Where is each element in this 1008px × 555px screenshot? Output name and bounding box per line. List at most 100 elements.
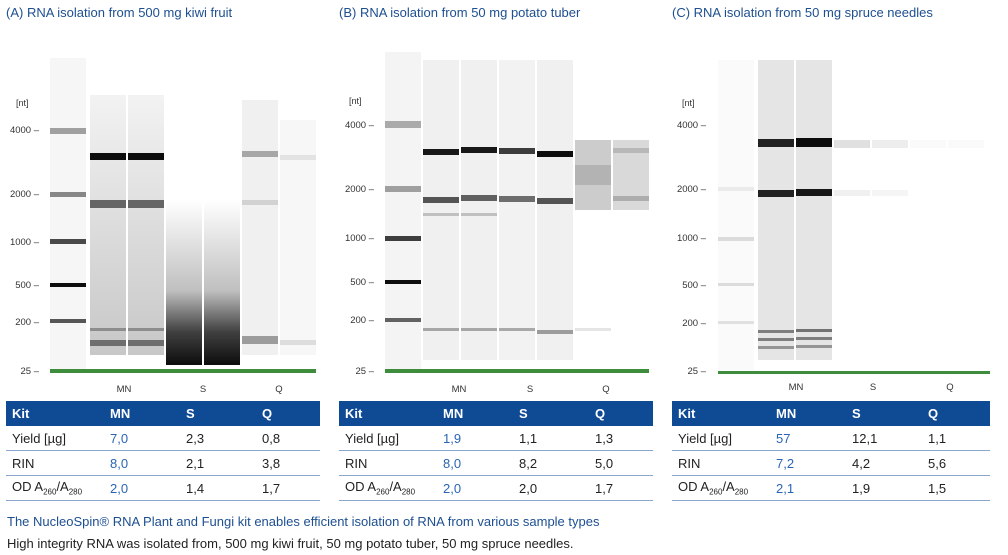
group-label: S <box>527 384 533 395</box>
marker-label: 1000 – <box>677 233 707 244</box>
unit-label: [nt] <box>16 98 29 108</box>
panel-spruce: (C) RNA isolation from 50 mg spruce need… <box>672 0 1002 505</box>
lane-mn-2 <box>796 60 832 360</box>
panel-title: (C) RNA isolation from 50 mg spruce need… <box>672 5 933 20</box>
cell-s: 2,0 <box>513 475 589 501</box>
row-label: Yield [µg] <box>6 426 104 451</box>
cell-mn: 2,1 <box>770 475 846 501</box>
results-table: Kit MN S Q Yield [µg] 1,9 1,1 1,3 RIN 8,… <box>339 401 653 501</box>
lane-q-1 <box>575 140 611 331</box>
header-s: S <box>846 401 922 426</box>
lane-q-2 <box>948 140 984 148</box>
unit-label: [nt] <box>349 96 362 106</box>
marker-label: 25 – <box>688 366 707 377</box>
panel-title: (A) RNA isolation from 500 mg kiwi fruit <box>6 5 233 20</box>
row-label: RIN <box>672 450 770 476</box>
marker-label: 2000 – <box>677 184 707 195</box>
marker-label: 1000 – <box>345 233 375 244</box>
marker-label: 500 – <box>350 277 374 288</box>
baseline-marker <box>718 371 990 374</box>
header-kit: Kit <box>672 401 770 426</box>
marker-label: 200 – <box>15 317 39 328</box>
header-kit: Kit <box>6 401 104 426</box>
lane-mn-2 <box>461 60 497 360</box>
gel-image: [nt] 4000 – 2000 – 1000 – 500 – 200 – 25… <box>10 58 316 395</box>
marker-label: 500 – <box>15 280 39 291</box>
group-label: S <box>870 382 876 393</box>
cell-q: 0,8 <box>256 426 320 451</box>
row-label: RIN <box>6 450 104 476</box>
cell-mn: 7,2 <box>770 450 846 476</box>
cell-q: 1,1 <box>922 426 990 451</box>
gel-image: [nt] 4000 – 2000 – 1000 – 500 – 200 – 25… <box>345 52 649 395</box>
marker-label: 2000 – <box>10 189 40 200</box>
row-label: Yield [µg] <box>339 426 437 451</box>
table-row: OD A260/A280 2,1 1,9 1,5 <box>672 475 990 501</box>
marker-label: 500 – <box>682 280 706 291</box>
lane-q-2 <box>613 140 649 210</box>
header-mn: MN <box>437 401 513 426</box>
panel-title: (B) RNA isolation from 50 mg potato tube… <box>339 5 581 20</box>
group-label: MN <box>452 384 467 395</box>
row-label: OD A260/A280 <box>339 475 437 501</box>
baseline-marker <box>50 369 316 373</box>
lane-mn-1 <box>758 60 794 360</box>
cell-s: 2,1 <box>180 450 256 476</box>
table-row: RIN 8,0 8,2 5,0 <box>339 450 653 476</box>
row-label: OD A260/A280 <box>672 475 770 501</box>
group-label: Q <box>946 382 953 393</box>
cell-s: 1,9 <box>846 475 922 501</box>
ladder-lane <box>718 60 754 370</box>
group-label: Q <box>602 384 609 395</box>
gel-image: [nt] 4000 – 2000 – 1000 – 500 – 200 – 25… <box>677 60 990 393</box>
lane-s-1 <box>834 140 870 196</box>
header-q: Q <box>256 401 320 426</box>
lane-s-2 <box>872 140 908 196</box>
table-row: OD A260/A280 2,0 2,0 1,7 <box>339 475 653 501</box>
cell-mn: 2,0 <box>437 475 513 501</box>
header-mn: MN <box>770 401 846 426</box>
table-row: Yield [µg] 57 12,1 1,1 <box>672 426 990 451</box>
group-label: S <box>200 384 206 395</box>
group-label: MN <box>117 384 132 395</box>
table-row: RIN 8,0 2,1 3,8 <box>6 450 320 476</box>
cell-s: 12,1 <box>846 426 922 451</box>
panel-kiwi: (A) RNA isolation from 500 mg kiwi fruit… <box>6 0 336 505</box>
caption-body: High integrity RNA was isolated from, 50… <box>7 536 574 551</box>
unit-label: [nt] <box>682 98 695 108</box>
group-label: Q <box>275 384 282 395</box>
row-label: RIN <box>339 450 437 476</box>
marker-label: 1000 – <box>10 237 40 248</box>
marker-label: 4000 – <box>677 120 707 131</box>
cell-q: 1,3 <box>589 426 653 451</box>
cell-s: 2,3 <box>180 426 256 451</box>
caption-headline: The NucleoSpin® RNA Plant and Fungi kit … <box>7 514 600 529</box>
lane-s-1 <box>166 200 202 365</box>
header-q: Q <box>922 401 990 426</box>
cell-mn: 8,0 <box>104 450 180 476</box>
lane-mn-2 <box>128 95 164 355</box>
cell-s: 1,4 <box>180 475 256 501</box>
cell-q: 1,7 <box>589 475 653 501</box>
group-label: MN <box>789 382 804 393</box>
cell-mn: 1,9 <box>437 426 513 451</box>
header-s: S <box>180 401 256 426</box>
cell-s: 8,2 <box>513 450 589 476</box>
marker-label: 25 – <box>356 366 375 377</box>
table-row: RIN 7,2 4,2 5,6 <box>672 450 990 476</box>
row-label: Yield [µg] <box>672 426 770 451</box>
marker-label: 200 – <box>350 315 374 326</box>
ladder-lane <box>385 52 421 370</box>
cell-mn: 8,0 <box>437 450 513 476</box>
table-header: Kit MN S Q <box>339 401 653 426</box>
cell-q: 5,0 <box>589 450 653 476</box>
lane-q-1 <box>242 100 278 355</box>
table-row: OD A260/A280 2,0 1,4 1,7 <box>6 475 320 501</box>
table-header: Kit MN S Q <box>6 401 320 426</box>
cell-q: 1,5 <box>922 475 990 501</box>
cell-mn: 57 <box>770 426 846 451</box>
ladder-lane <box>50 58 86 370</box>
results-table: Kit MN S Q Yield [µg] 57 12,1 1,1 RIN 7,… <box>672 401 990 501</box>
cell-s: 1,1 <box>513 426 589 451</box>
table-row: Yield [µg] 7,0 2,3 0,8 <box>6 426 320 451</box>
